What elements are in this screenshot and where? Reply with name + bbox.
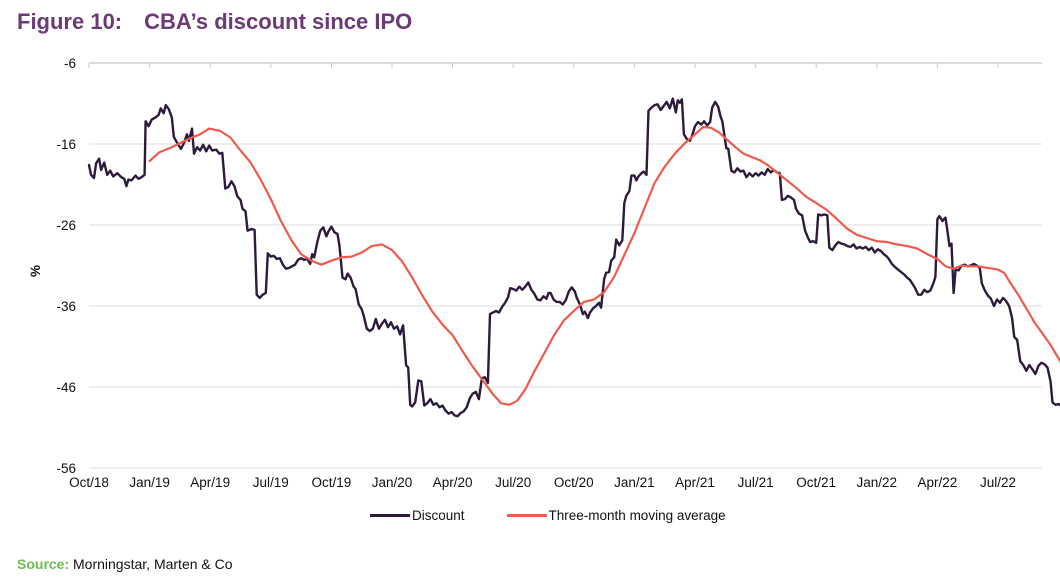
x-tick-label: Oct/21 [796,475,836,490]
x-tick-label: Oct/18 [69,475,109,490]
x-tick-label: Apr/22 [918,475,958,490]
series-line-moving-average [148,125,1060,406]
x-tick-label: Jan/20 [372,475,413,490]
x-tick-label: Jan/22 [857,475,898,490]
source-text: Morningstar, Marten & Co [73,556,233,572]
figure-number: Figure 10: [17,9,123,34]
legend-label-moving-average: Three-month moving average [548,508,726,523]
y-tick-label: -16 [56,137,76,152]
x-tick-label: Apr/20 [433,475,473,490]
x-tick-label: Jul/22 [980,475,1016,490]
series-line-discount [87,97,1060,418]
y-tick-label: -6 [64,56,76,71]
legend-swatch-moving-average [506,514,547,517]
y-tick-label: -56 [56,461,76,476]
x-tick-label: Jan/19 [129,475,170,490]
x-tick-label: Jul/20 [495,475,531,490]
x-axis: Oct/18 Jan/19 Apr/19 Jul/19 Oct/19 Jan/20 Apr/… [69,63,1016,490]
source-label: Source: [17,556,70,572]
x-tick-label: Jan/21 [614,475,655,490]
figure-title: Figure 10: CBA’s discount since IPO [17,9,412,35]
x-tick-label: Jul/19 [253,475,289,490]
legend-item-discount: Discount [370,508,465,523]
x-tick-label: Apr/21 [675,475,715,490]
legend-swatch-discount [370,514,410,517]
y-axis-label: % [28,265,43,277]
x-tick-label: Jul/21 [738,475,774,490]
gridlines [89,62,1042,469]
y-tick-label: -36 [56,299,76,314]
y-tick-label: -26 [56,218,76,233]
series-lines [87,97,1060,418]
figure-title-text: CBA’s discount since IPO [144,9,413,34]
x-tick-label: Apr/19 [190,475,230,490]
x-tick-label: Oct/19 [312,475,352,490]
source-note: Source: Morningstar, Marten & Co [17,556,233,572]
y-tick-label: -46 [56,380,76,395]
legend-item-moving-average: Three-month moving average [506,508,726,523]
y-axis-ticks: -6 -16 -26 -36 -46 -56 [56,56,76,476]
x-tick-label: Oct/20 [554,475,594,490]
legend-label-discount: Discount [412,508,465,523]
legend: Discount Three-month moving average [370,508,768,523]
